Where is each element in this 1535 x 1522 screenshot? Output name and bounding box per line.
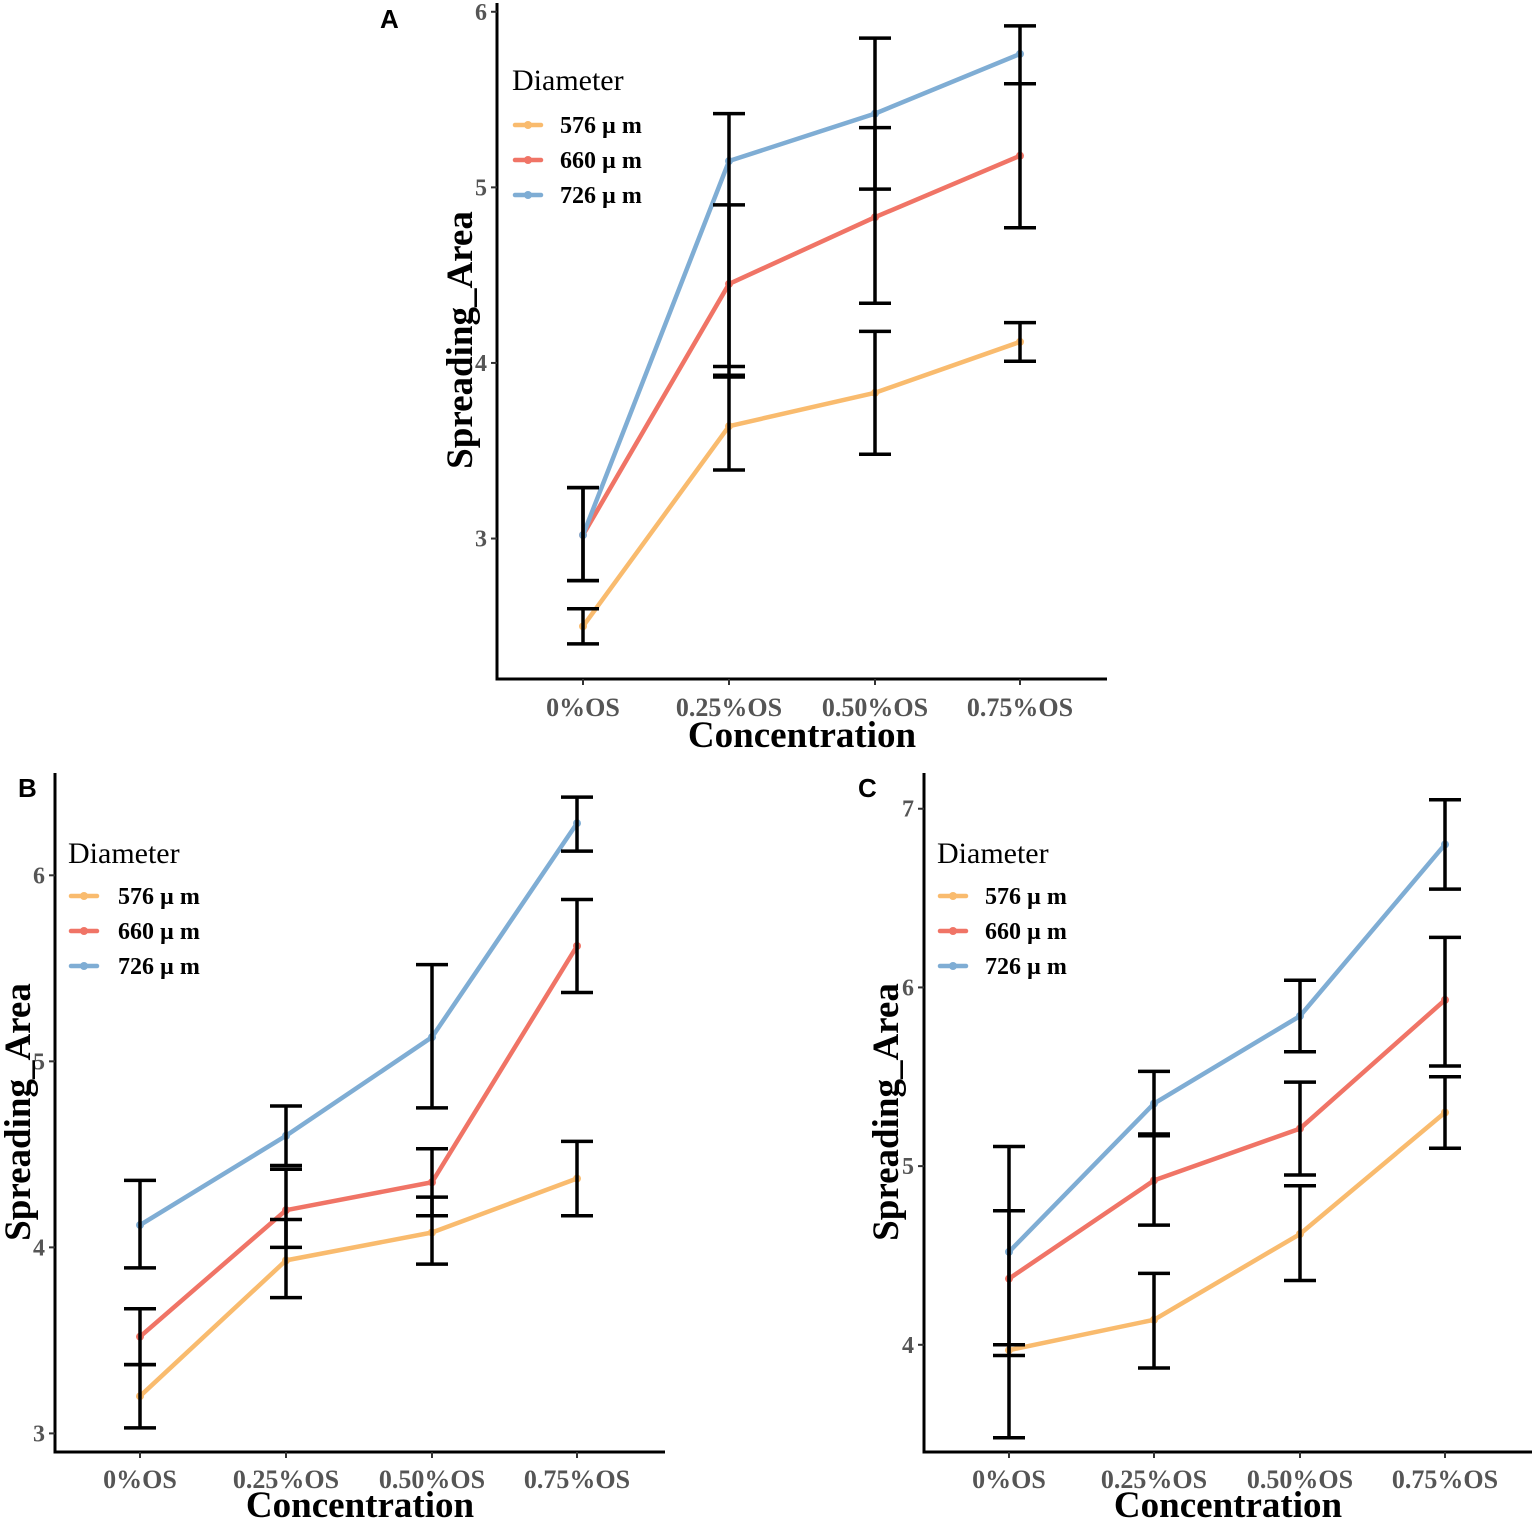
y-tick-label: 6: [475, 0, 487, 26]
y-tick-label: 5: [33, 1049, 45, 1075]
y-tick-label: 4: [902, 1333, 914, 1359]
legend-title: Diameter: [68, 837, 180, 870]
legend-swatch-dot: [80, 892, 88, 900]
y-axis-title: Spreading_Area: [0, 983, 39, 1241]
x-tick-label: 0.25%OS: [233, 1465, 339, 1494]
y-tick-label: 6: [33, 863, 45, 889]
y-tick-label: 4: [33, 1235, 45, 1261]
y-tick-label: 4: [475, 351, 487, 377]
legend: Diameter 576 µ m 660 µ m 726 µ m: [937, 837, 1067, 980]
y-tick-label: 5: [902, 1154, 914, 1180]
legend-label: 726 µ m: [118, 954, 200, 980]
legend: Diameter 576 µ m 660 µ m 726 µ m: [68, 837, 200, 980]
x-tick-label: 0.50%OS: [1247, 1465, 1353, 1494]
x-tick-label: 0.75%OS: [967, 693, 1073, 722]
series-line-1: [1006, 1110, 1448, 1353]
x-tick-label: 0%OS: [103, 1465, 177, 1494]
legend-swatch-dot: [524, 156, 532, 164]
x-axis-title: Concentration: [1114, 1485, 1343, 1522]
legend-swatch-dot: [80, 962, 88, 970]
y-tick-label: 3: [33, 1421, 45, 1447]
x-tick-label: 0.75%OS: [1392, 1465, 1498, 1494]
series-line-3: [580, 51, 1023, 538]
legend-label: 660 µ m: [118, 919, 200, 945]
y-tick-label: 7: [902, 797, 914, 823]
legend-title: Diameter: [512, 64, 624, 97]
x-axis-title: Concentration: [246, 1485, 475, 1522]
x-tick-label: 0%OS: [972, 1465, 1046, 1494]
legend-label: 660 µ m: [560, 148, 642, 174]
series-line-2: [1006, 997, 1448, 1281]
series-line-1: [137, 1176, 580, 1399]
series-line-3: [1006, 842, 1448, 1255]
legend-title: Diameter: [937, 837, 1049, 870]
legend-swatch-dot: [524, 121, 532, 129]
series-line-2: [580, 153, 1023, 538]
legend-swatch-dot: [949, 962, 957, 970]
y-tick-label: 3: [475, 527, 487, 553]
legend-label: 576 µ m: [985, 884, 1067, 910]
x-tick-label: 0.50%OS: [379, 1465, 485, 1494]
legend-swatch-dot: [524, 191, 532, 199]
panel-c: C 4 5 6 7 0%OS 0.25%OS 0.50%OS 0.75%OS Concentrat…: [858, 773, 1532, 1522]
legend-swatch-dot: [949, 892, 957, 900]
legend-label: 726 µ m: [985, 954, 1067, 980]
legend-label: 726 µ m: [560, 183, 642, 209]
panel-letter: B: [18, 773, 37, 803]
legend-swatch-dot: [80, 927, 88, 935]
y-tick-label: 6: [902, 975, 914, 1001]
y-axis-title: Spreading_Area: [440, 211, 481, 469]
panel-a: A 3 4 5 6 0%OS 0.25%OS 0.50%OS 0.75%OS Concentrat…: [380, 0, 1107, 756]
y-tick-label: 5: [475, 175, 487, 201]
series-line-3: [137, 820, 580, 1228]
panel-letter: C: [858, 773, 877, 803]
legend-label: 576 µ m: [560, 113, 642, 139]
y-axis-title: Spreading_Area: [866, 983, 907, 1241]
x-tick-label: 0.50%OS: [822, 693, 928, 722]
legend-label: 660 µ m: [985, 919, 1067, 945]
legend-label: 576 µ m: [118, 884, 200, 910]
panel-b: B 3 4 5 6 0%OS 0.25%OS 0.50%OS 0.75%OS Concentrat…: [0, 773, 665, 1522]
x-tick-label: 0.25%OS: [1101, 1465, 1207, 1494]
x-tick-label: 0.25%OS: [676, 693, 782, 722]
x-tick-label: 0%OS: [546, 693, 620, 722]
series-line-1: [580, 339, 1023, 629]
legend-swatch-dot: [949, 927, 957, 935]
panel-letter: A: [380, 4, 399, 34]
x-tick-label: 0.75%OS: [524, 1465, 630, 1494]
legend: Diameter 576 µ m 660 µ m 726 µ m: [512, 64, 642, 209]
series-line-2: [137, 943, 580, 1339]
x-axis-title: Concentration: [688, 715, 917, 756]
